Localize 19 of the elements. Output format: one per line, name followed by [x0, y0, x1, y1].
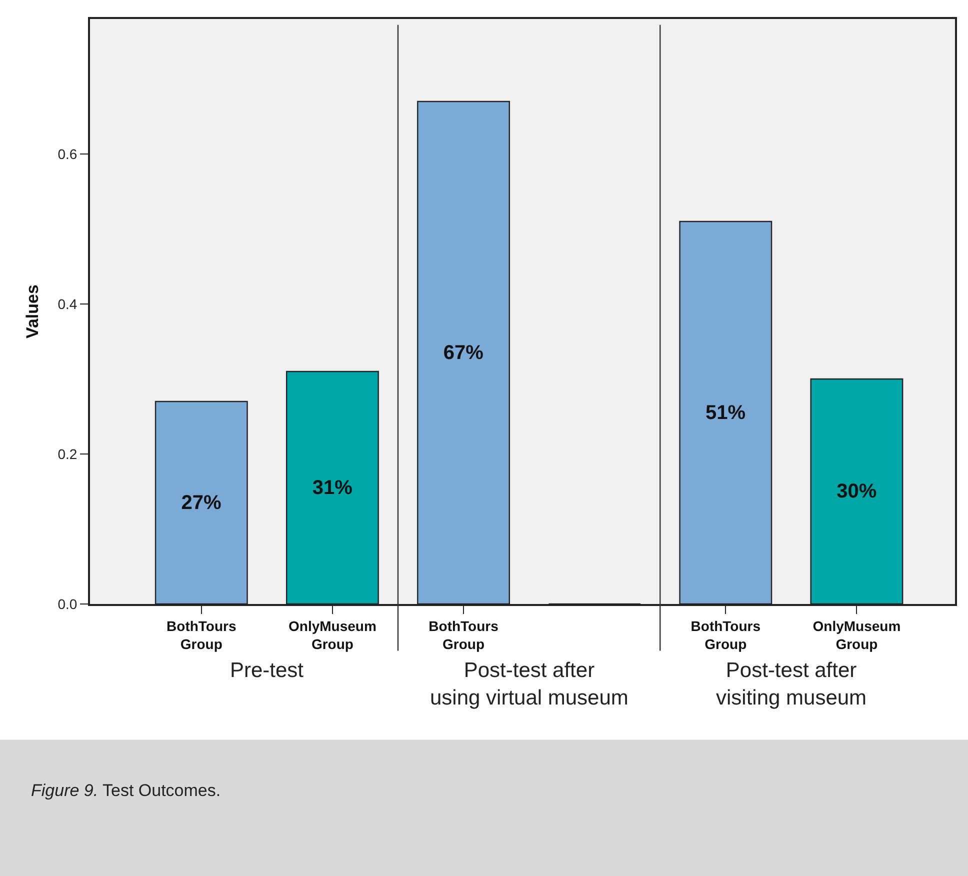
y-tick-label: 0.6 [58, 146, 78, 162]
data-label: 51% [706, 402, 746, 424]
y-tick-label: 0.4 [58, 296, 78, 312]
x-tick-label: BothTours Group [428, 618, 499, 652]
data-label: 27% [181, 492, 222, 514]
data-label: 31% [312, 476, 353, 499]
y-tick-label: 0.0 [58, 596, 78, 612]
text: Pre-test [230, 659, 304, 682]
text: Post-test after visiting museum [716, 659, 867, 710]
y-tick-label: 0.2 [58, 446, 78, 462]
x-tick-label: BothTours Group [166, 618, 236, 652]
caption: Figure 9. Test Outcomes. [31, 781, 221, 800]
text: Post-test after using virtual museum [430, 659, 628, 710]
x-tick-label: OnlyMuseum Group [812, 618, 901, 652]
data-label: 67% [443, 342, 484, 364]
data-label: 30% [836, 480, 877, 502]
x-tick-label: OnlyMuseum Group [288, 618, 376, 652]
y-axis-title: Values [22, 284, 42, 338]
x-tick-label: BothTours Group [690, 618, 761, 652]
